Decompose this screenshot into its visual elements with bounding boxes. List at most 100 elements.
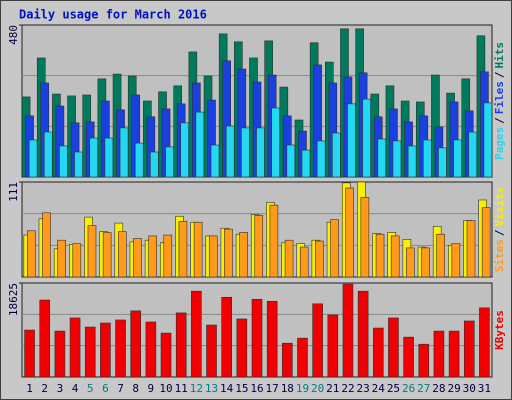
- x-tick-label: 10: [159, 382, 172, 395]
- bar: [299, 246, 309, 278]
- bar: [301, 149, 311, 178]
- bar: [390, 235, 400, 278]
- x-tick-label: 20: [311, 382, 324, 395]
- x-tick-label: 30: [463, 382, 476, 395]
- bar: [407, 145, 417, 178]
- bar: [221, 296, 232, 378]
- x-tick-label: 22: [341, 382, 354, 395]
- bar: [297, 337, 308, 378]
- bar: [69, 317, 81, 378]
- x-tick-label: 7: [117, 382, 124, 395]
- x-tick-label: 29: [447, 382, 460, 395]
- bar: [191, 290, 202, 378]
- bar: [104, 137, 114, 178]
- bar: [360, 197, 370, 278]
- bar: [54, 330, 66, 378]
- bar: [178, 221, 188, 278]
- x-tick-label: 3: [57, 382, 64, 395]
- x-tick-label: 1: [26, 382, 33, 395]
- bar: [345, 187, 355, 278]
- bar: [72, 243, 82, 278]
- bar: [74, 151, 83, 178]
- bar: [224, 228, 233, 278]
- bar: [39, 299, 51, 378]
- bar: [377, 138, 387, 178]
- x-tick-label: 23: [357, 382, 370, 395]
- bar: [312, 303, 323, 378]
- x-tick-label: 5: [87, 382, 94, 395]
- x-tick-label: 15: [235, 382, 248, 395]
- bar: [284, 239, 294, 278]
- bar: [251, 298, 263, 378]
- bar: [100, 322, 111, 378]
- x-tick-label: 14: [220, 382, 234, 395]
- bar: [362, 98, 371, 178]
- bar: [193, 221, 203, 278]
- bar: [134, 142, 144, 178]
- x-tick-label: 17: [266, 382, 279, 395]
- bar: [271, 107, 280, 178]
- y-tick-label: 18625: [7, 283, 20, 316]
- x-tick-label: 12: [190, 382, 203, 395]
- bar: [266, 300, 278, 378]
- bar: [254, 215, 264, 278]
- bar: [403, 336, 414, 378]
- bar: [239, 232, 248, 278]
- bar: [117, 231, 127, 278]
- bar: [115, 319, 126, 378]
- x-tick-label: 9: [148, 382, 155, 395]
- legend: Pages / Files / Hits: [493, 42, 506, 160]
- legend-entry: Pages: [493, 127, 506, 160]
- bar: [466, 220, 476, 278]
- x-tick-label: 2: [41, 382, 48, 395]
- bar: [332, 132, 341, 178]
- bar: [84, 326, 96, 378]
- legend-entry: KBytes: [493, 310, 506, 350]
- legend: KBytes: [493, 310, 506, 350]
- bar: [145, 321, 157, 378]
- x-tick-label: 21: [326, 382, 339, 395]
- x-tick-label: 8: [132, 382, 139, 395]
- x-tick-label: 28: [432, 382, 445, 395]
- x-tick-label: 18: [281, 382, 294, 395]
- bar: [165, 146, 174, 178]
- x-tick-label: 19: [296, 382, 309, 395]
- bar: [43, 131, 53, 178]
- bar: [133, 238, 142, 278]
- bar: [148, 235, 157, 278]
- bar: [163, 234, 173, 278]
- x-tick-label: 26: [402, 382, 415, 395]
- bar: [433, 330, 445, 378]
- legend-entry: Visits: [493, 187, 506, 227]
- x-tick-label: 27: [417, 382, 430, 395]
- bar: [102, 232, 112, 278]
- bar: [180, 122, 189, 178]
- bar: [330, 219, 339, 278]
- bar: [406, 247, 415, 278]
- y-tick-label: 111: [7, 182, 20, 202]
- chart-title: Daily usage for March 2016: [19, 8, 207, 22]
- bar: [225, 125, 235, 178]
- bar: [463, 320, 475, 378]
- bar: [438, 147, 447, 178]
- bar: [130, 310, 142, 378]
- bar: [206, 324, 217, 378]
- bar: [150, 151, 159, 178]
- bar: [24, 329, 35, 378]
- bar: [282, 342, 293, 378]
- y-tick-label: 480: [7, 25, 20, 45]
- bar: [468, 131, 478, 178]
- x-tick-label: 16: [250, 382, 263, 395]
- x-tick-label: 4: [72, 382, 79, 395]
- bar: [269, 204, 279, 278]
- x-tick-label: 13: [205, 382, 218, 395]
- bar: [316, 140, 326, 178]
- bar: [481, 207, 491, 278]
- bar: [357, 290, 369, 378]
- bar: [451, 243, 461, 278]
- bar: [59, 145, 68, 178]
- bar: [175, 312, 187, 378]
- bar: [436, 233, 445, 278]
- bar: [479, 307, 490, 378]
